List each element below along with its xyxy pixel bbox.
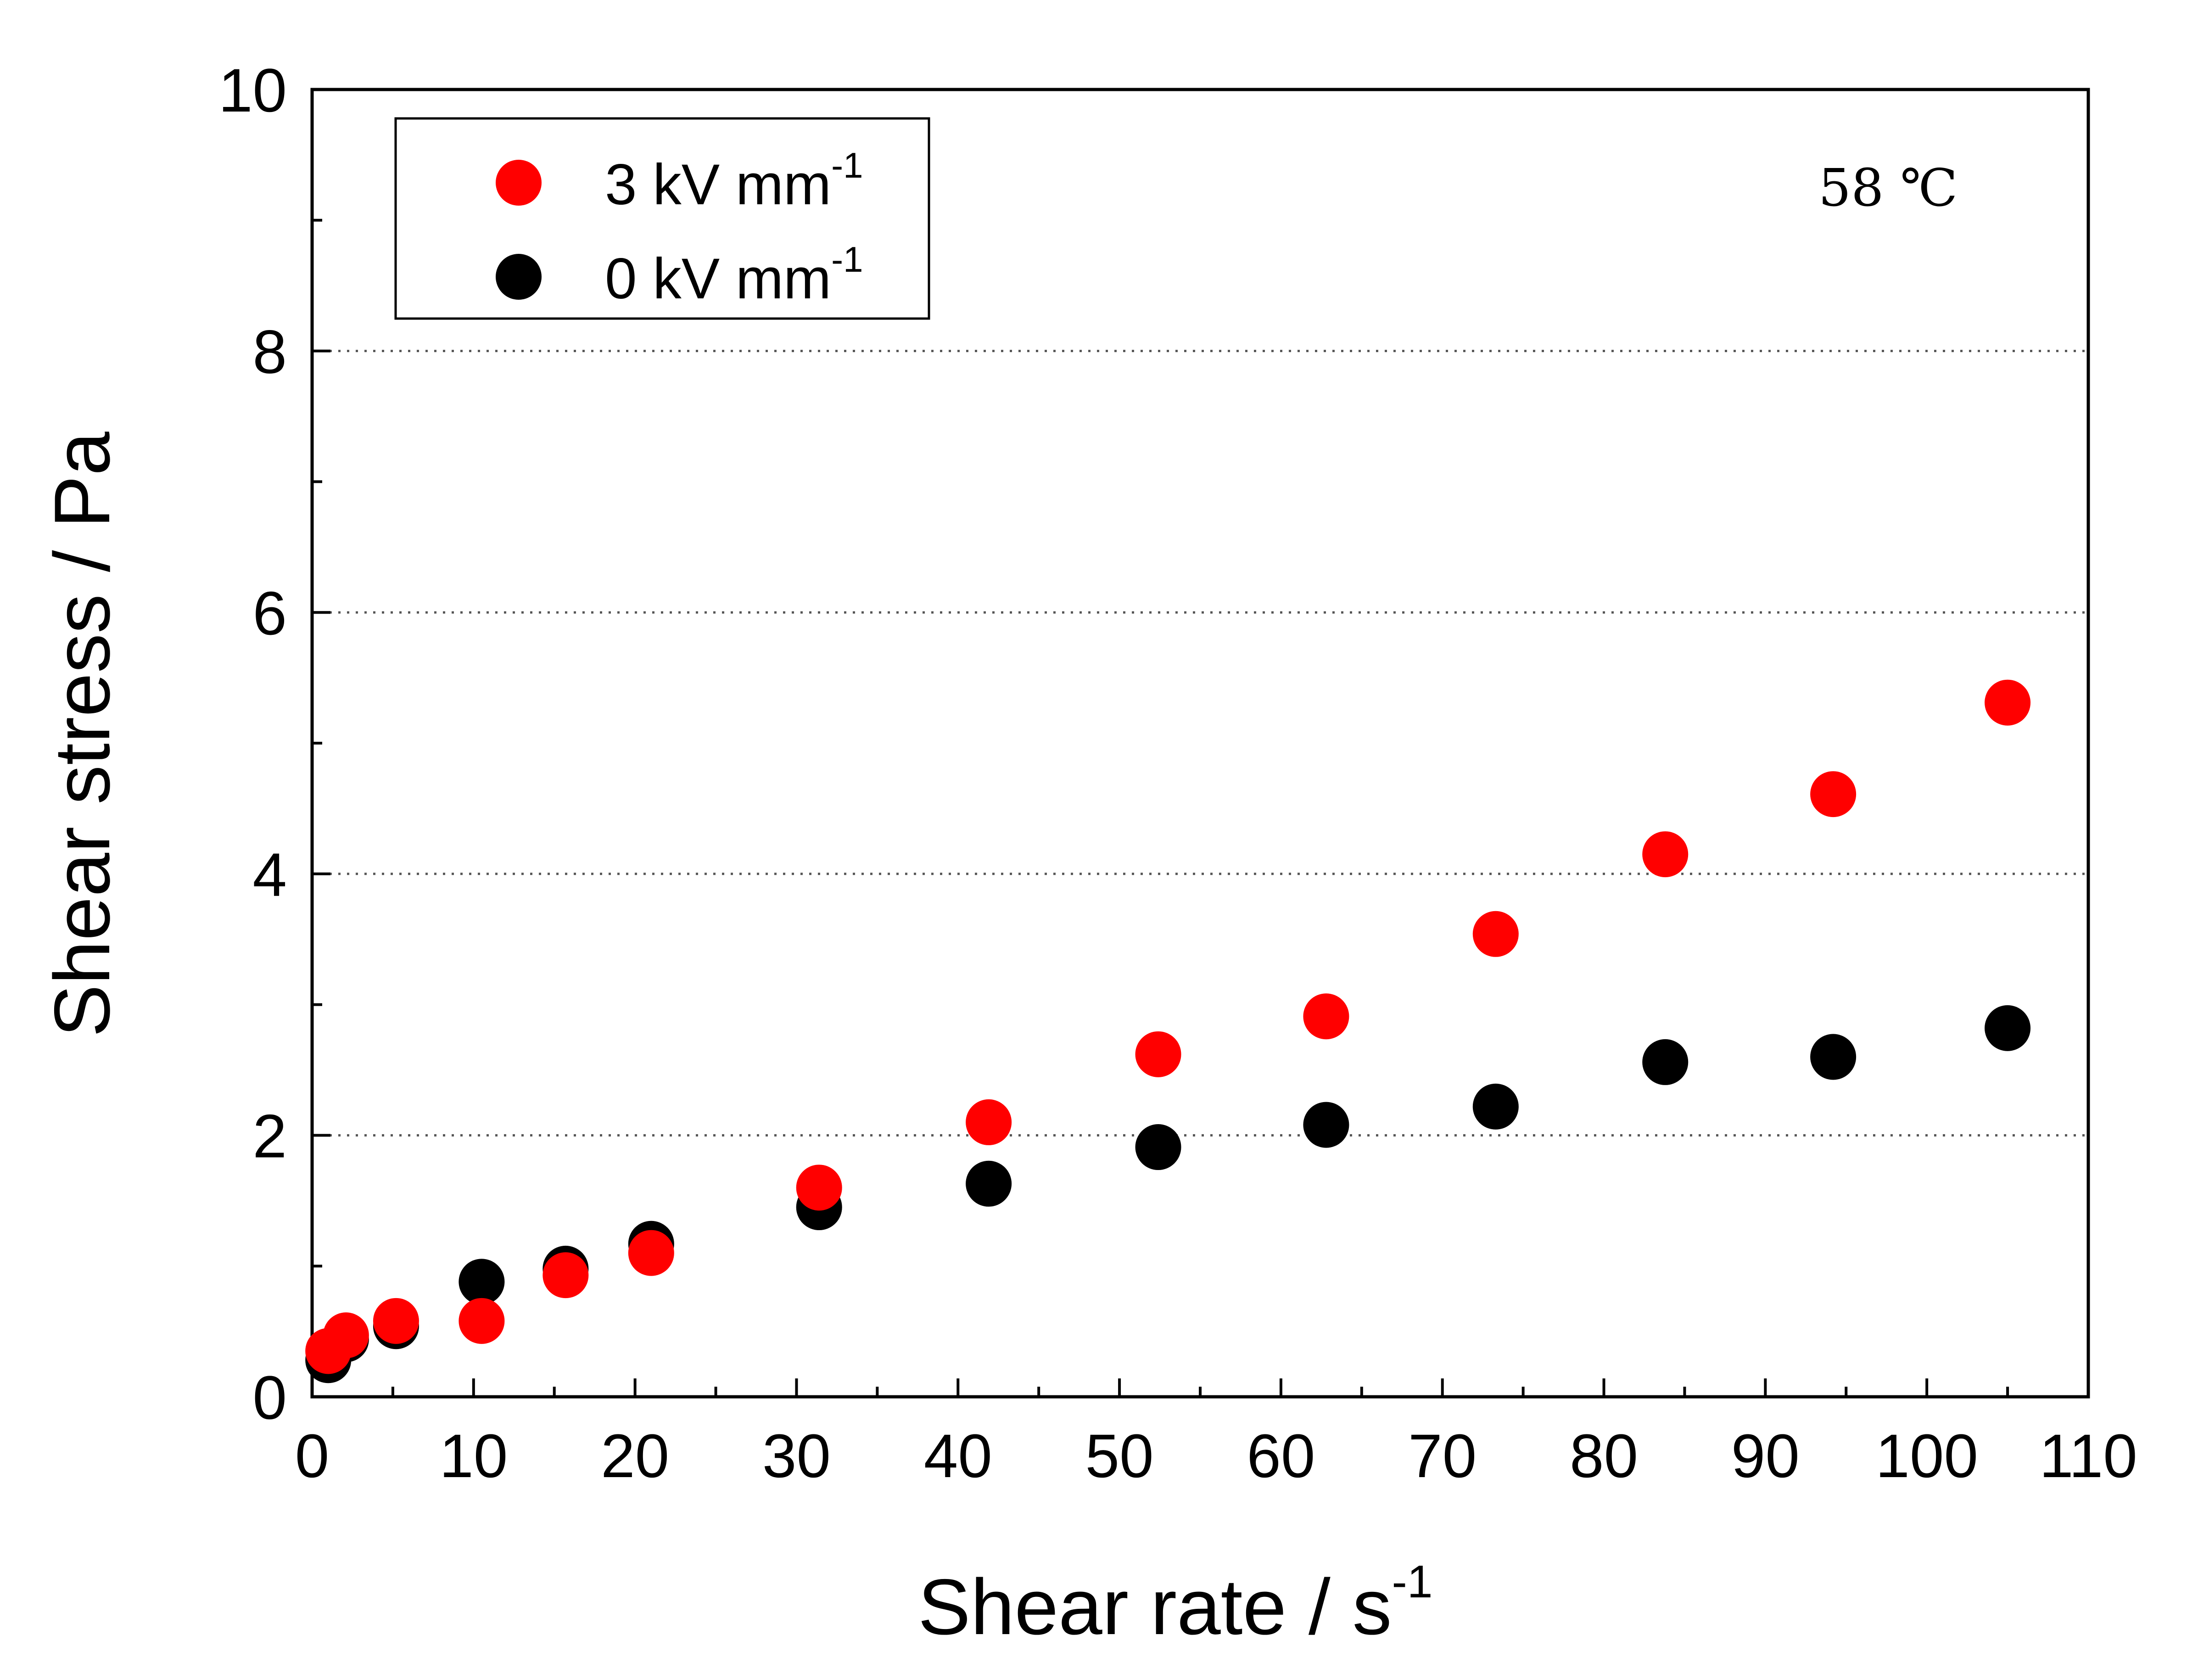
y-tick-label: 6 (252, 579, 287, 648)
x-tick-label: 40 (924, 1422, 992, 1490)
data-point (1642, 831, 1689, 878)
data-point (1985, 1005, 2031, 1051)
x-tick-label: 20 (601, 1422, 669, 1490)
y-tick-label: 2 (252, 1102, 287, 1170)
y-tick-label: 10 (218, 56, 287, 125)
data-point (323, 1312, 369, 1359)
x-tick-label: 100 (1875, 1422, 1978, 1490)
x-tick-label: 30 (762, 1422, 831, 1490)
data-point (966, 1160, 1012, 1207)
y-tick-label: 4 (252, 841, 287, 909)
legend-marker-0kv (496, 254, 542, 300)
y-tick-label: 8 (252, 318, 287, 386)
data-point (1135, 1031, 1181, 1077)
x-tick-label: 70 (1408, 1422, 1477, 1490)
y-axis-title: Shear stress / Pa (38, 431, 126, 1037)
x-tick-label: 80 (1570, 1422, 1638, 1490)
x-tick-label: 110 (2039, 1422, 2137, 1490)
data-points (305, 679, 2031, 1383)
data-point (628, 1230, 674, 1276)
data-point (1303, 1102, 1349, 1148)
x-axis-title: Shear rate / s-1 (918, 1556, 1432, 1651)
data-point (1985, 679, 2031, 726)
legend-label-3kv: 3 kV mm-1 (605, 145, 863, 217)
x-tick-label: 0 (295, 1422, 330, 1490)
series-3kv (305, 679, 2031, 1374)
axis-ticks (311, 88, 2090, 1398)
x-tick-label: 60 (1247, 1422, 1315, 1490)
x-tick-label: 10 (439, 1422, 508, 1490)
y-tick-label: 0 (252, 1364, 287, 1432)
data-point (459, 1298, 505, 1344)
data-point (796, 1165, 842, 1211)
data-point (1135, 1124, 1181, 1170)
data-point (966, 1099, 1012, 1145)
data-point (1472, 911, 1519, 957)
data-point (1810, 771, 1857, 818)
x-tick-label: 50 (1085, 1422, 1154, 1490)
data-point (543, 1252, 589, 1299)
data-point (459, 1259, 505, 1305)
data-point (1303, 993, 1349, 1040)
legend-box (394, 117, 930, 320)
data-point (1810, 1034, 1857, 1080)
temperature-annotation: 58 ℃ (1818, 158, 1958, 218)
legend: 3 kV mm-1 0 kV mm-1 (394, 117, 930, 320)
data-point (1642, 1039, 1689, 1085)
data-point (373, 1298, 419, 1344)
plot-frame (310, 88, 2090, 1399)
tick-labels: 0 10 20 30 40 50 60 70 80 90 100 110 0 2 4 6 8 10 (218, 56, 2137, 1490)
data-point (1472, 1083, 1519, 1130)
legend-marker-3kv (496, 160, 542, 206)
legend-label-0kv: 0 kV mm-1 (605, 239, 863, 311)
x-tick-label: 90 (1731, 1422, 1800, 1490)
